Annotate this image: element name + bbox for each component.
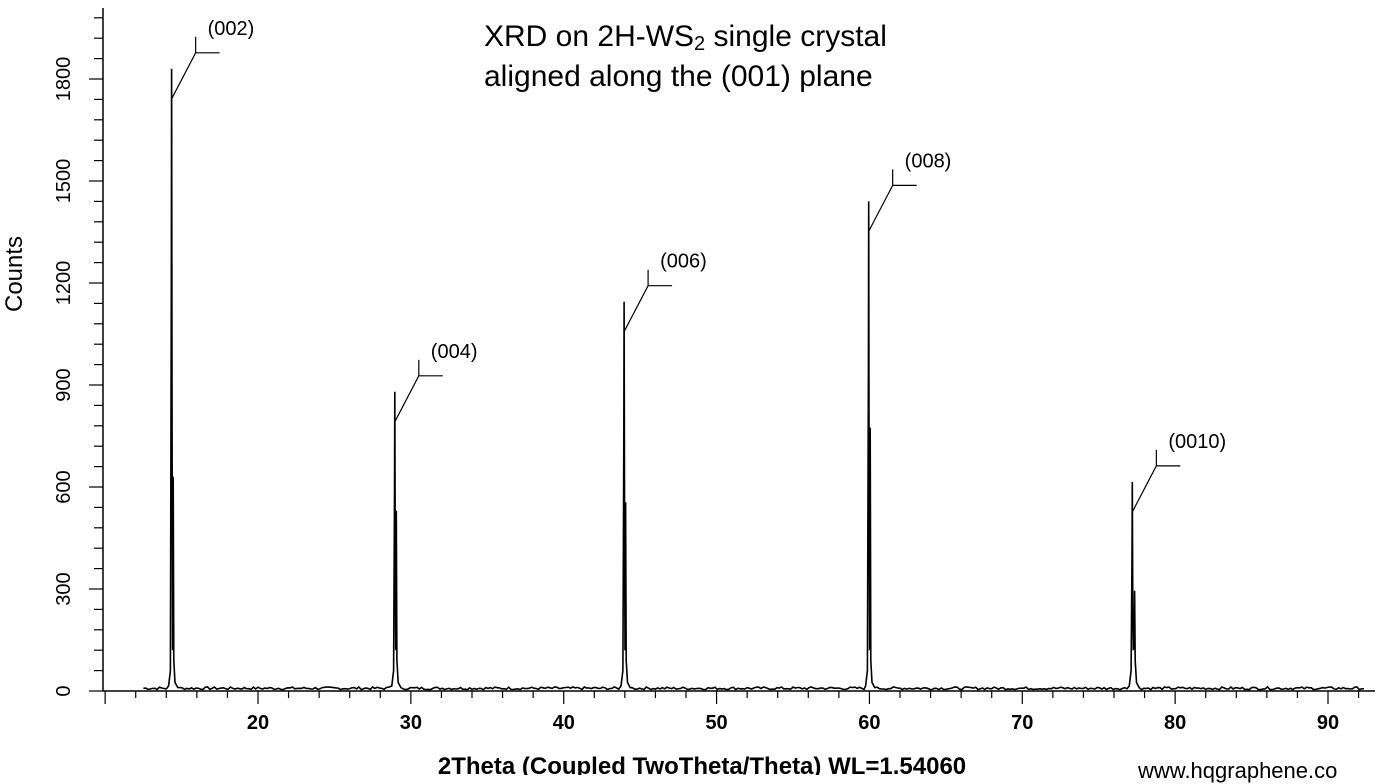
x-tick-label: 80: [1164, 712, 1186, 734]
x-tick-label: 60: [858, 712, 880, 734]
peak-label: (008): [905, 150, 952, 172]
diffraction-trace: [143, 68, 1364, 691]
y-tick-label: 600: [53, 470, 75, 503]
peak-leader-line: [1131, 465, 1181, 513]
x-tick-label: 70: [1011, 712, 1033, 734]
peak-leader-line: [623, 285, 673, 332]
chart-title-line-1: XRD on 2H-WS2 single crystal: [484, 20, 887, 55]
chart-title-line-2: aligned along the (001) plane: [484, 60, 873, 93]
peak-label: (004): [431, 341, 478, 363]
y-axis-label: Counts: [1, 236, 28, 312]
y-ticks: 0 300 600 900 1200 1500 1800: [53, 17, 103, 697]
peak-annotations: (002) (004) (006) (008) (0010): [171, 18, 1226, 513]
peak-label: (006): [660, 251, 707, 273]
peak-leader-line: [868, 184, 917, 232]
peak-label: (002): [208, 18, 255, 40]
x-tick-label: 90: [1317, 712, 1339, 734]
x-tick-label: 40: [553, 712, 575, 734]
y-tick-label: 1800: [53, 57, 75, 102]
y-tick-label: 900: [53, 368, 75, 401]
peak-label: (0010): [1168, 431, 1226, 453]
peak-leader-line: [394, 375, 443, 423]
x-tick-label: 50: [705, 712, 727, 734]
x-ticks: 20 30 40 50 60 70 80 90: [104, 691, 1360, 734]
y-tick-label: 1500: [53, 159, 75, 204]
x-tick-label: 20: [247, 712, 269, 734]
x-axis-label: 2Theta (Coupled TwoTheta/Theta) WL=1.540…: [438, 753, 966, 775]
y-tick-label: 300: [53, 572, 75, 605]
chart-axes: [102, 8, 1375, 692]
watermark: www.hqgraphene.co: [1138, 758, 1338, 783]
y-tick-label: 0: [53, 685, 75, 696]
peak-leader-line: [171, 52, 220, 100]
x-tick-label: 30: [400, 712, 422, 734]
y-tick-label: 1200: [53, 261, 75, 306]
